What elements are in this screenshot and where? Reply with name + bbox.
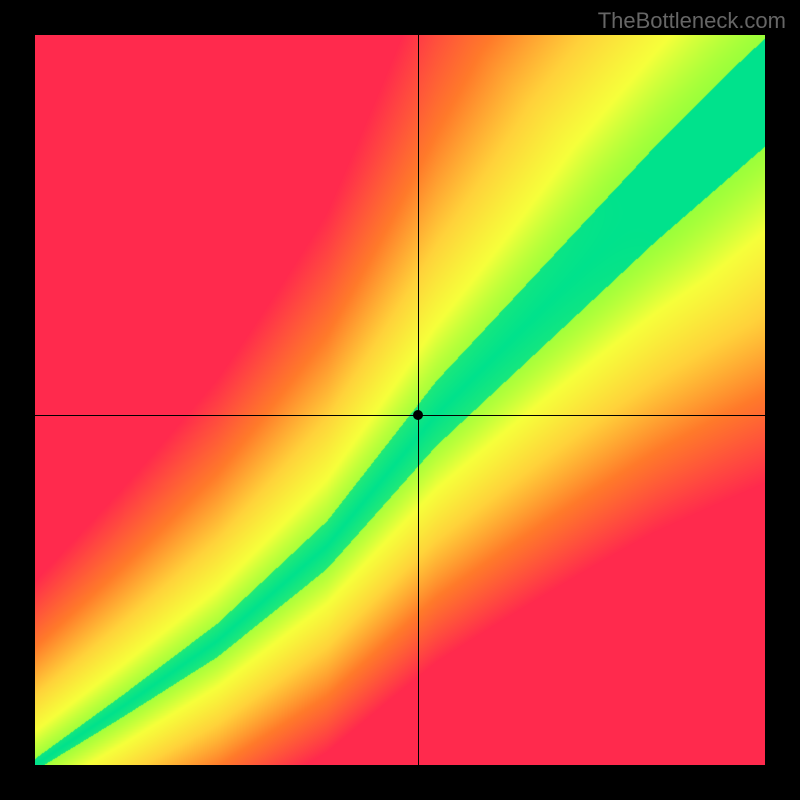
plot-area [35, 35, 765, 765]
crosshair-marker [413, 410, 423, 420]
heatmap-canvas [35, 35, 765, 765]
crosshair-horizontal [35, 415, 765, 416]
chart-container: TheBottleneck.com [0, 0, 800, 800]
watermark-text: TheBottleneck.com [598, 8, 786, 34]
crosshair-vertical [418, 35, 419, 765]
